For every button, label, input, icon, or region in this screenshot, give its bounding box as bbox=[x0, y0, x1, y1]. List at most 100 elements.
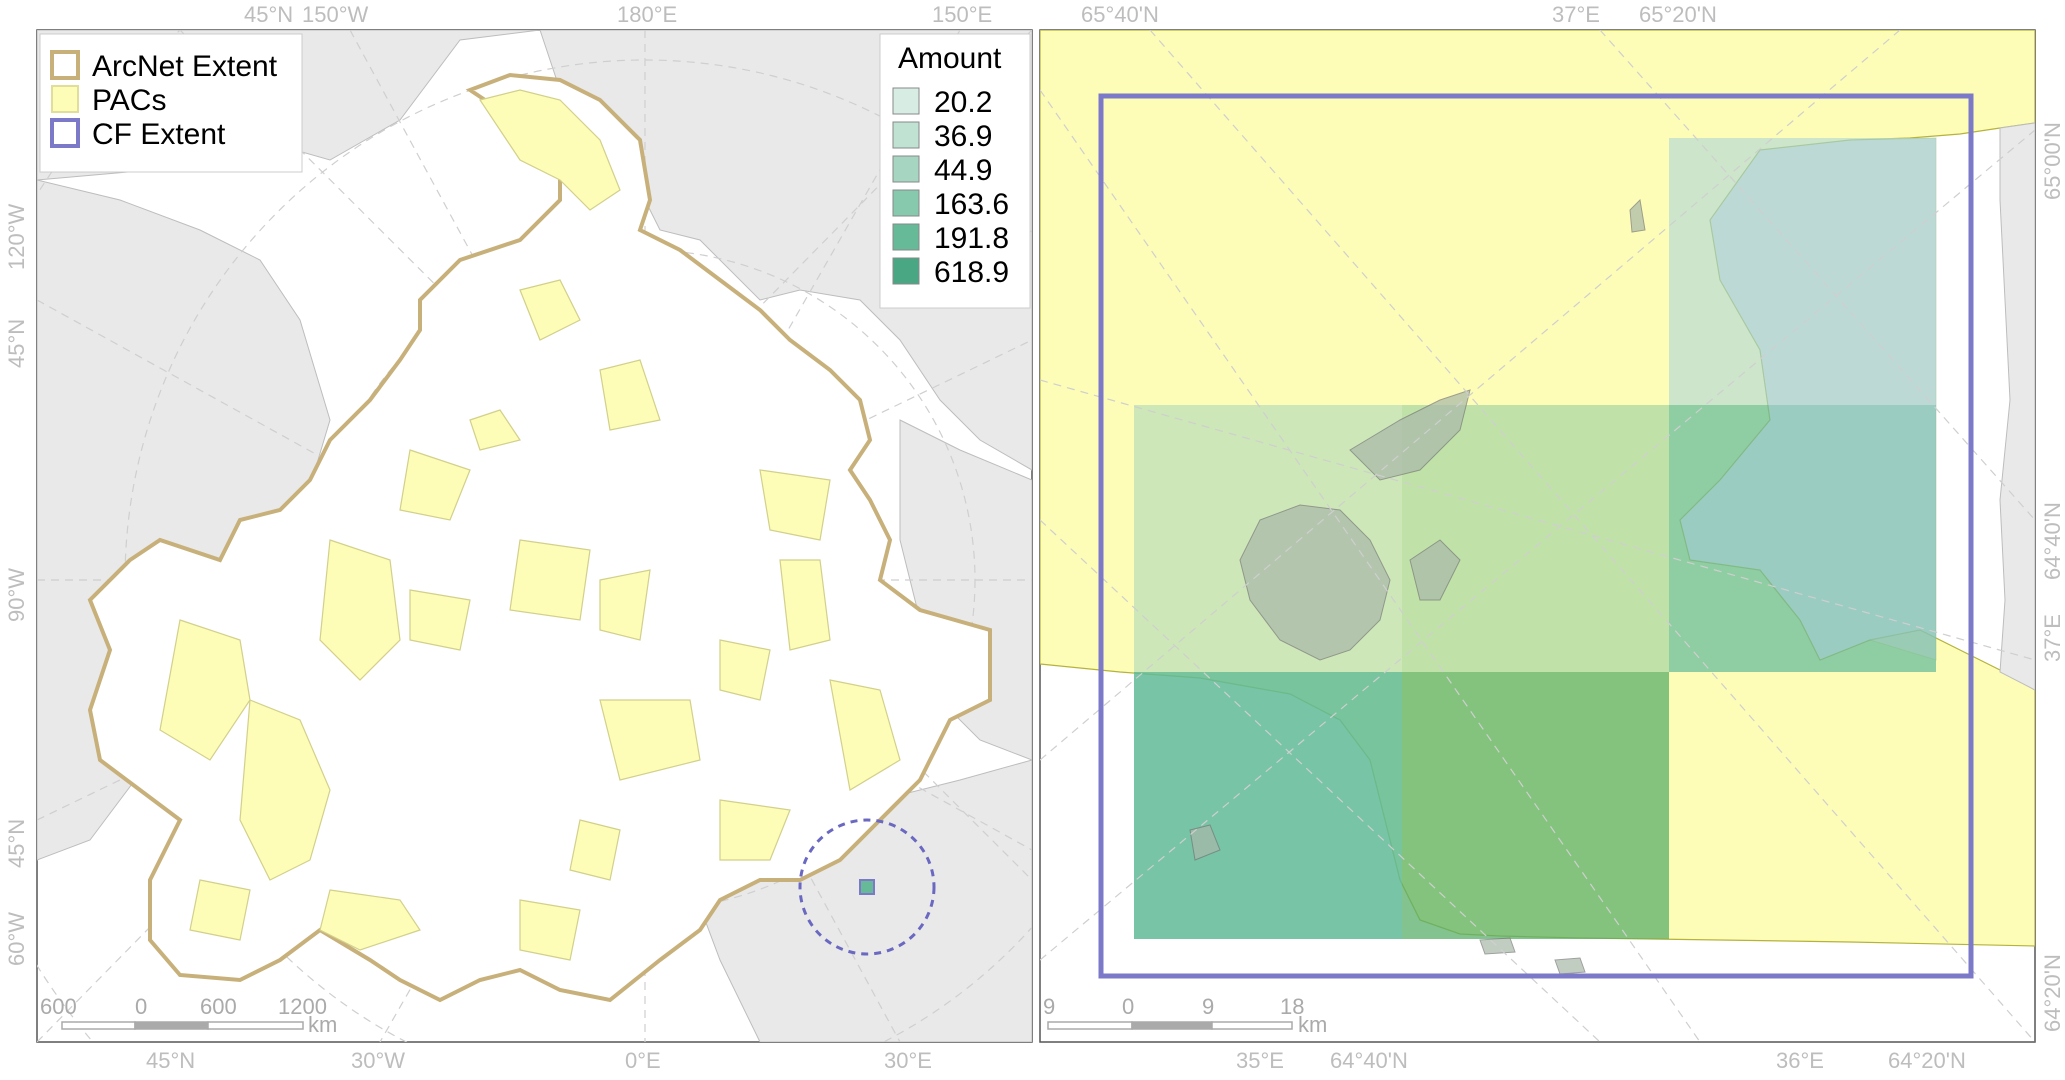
pac-polygon bbox=[509, 539, 591, 621]
pac-polygon bbox=[599, 569, 651, 641]
left-bottom-tick-3: 0°E bbox=[625, 1048, 661, 1073]
right-top-tick-2: 37°E bbox=[1552, 2, 1600, 27]
pac-polygon bbox=[409, 589, 471, 651]
pac-polygon bbox=[399, 449, 471, 521]
left-map: ArcNet Extent PACs CF Extent Amount 20.2… bbox=[4, 2, 1033, 1073]
pac-polygon bbox=[239, 699, 331, 881]
amount-swatch-4 bbox=[892, 189, 920, 217]
right-bottom-tick-4: 64°20'N bbox=[1888, 1048, 1966, 1073]
pac-polygon bbox=[599, 699, 701, 781]
amount-legend: Amount 20.2 36.9 44.9 163.6 191.8 618.9 bbox=[879, 33, 1031, 309]
left-left-tick-1: 120°W bbox=[4, 203, 29, 270]
island-polygon bbox=[1349, 389, 1471, 481]
right-top-tick-1: 65°40'N bbox=[1081, 2, 1159, 27]
left-left-tick-4: 45°N bbox=[4, 819, 29, 868]
pac-polygon bbox=[829, 679, 901, 791]
left-bottom-tick-1: 45°N bbox=[146, 1048, 195, 1073]
right-scale-label-2: 9 bbox=[1202, 994, 1214, 1019]
land-northeast bbox=[899, 419, 1032, 761]
left-top-tick-2: 150°W bbox=[302, 2, 369, 27]
right-map: 9 0 9 18 km 65°40'N 37°E 65°20'N 65°00'N… bbox=[1039, 2, 2065, 1073]
island-polygon bbox=[1239, 504, 1391, 661]
right-scale-label-0: 9 bbox=[1043, 994, 1055, 1019]
pac-polygon bbox=[719, 639, 771, 701]
amount-swatch-6 bbox=[892, 257, 920, 285]
legend-swatch-pacs bbox=[51, 85, 79, 113]
left-legend-box bbox=[39, 33, 303, 173]
amount-label-3: 44.9 bbox=[934, 154, 992, 187]
left-top-tick-4: 150°E bbox=[932, 2, 992, 27]
pac-polygon bbox=[779, 559, 831, 651]
amount-label-1: 20.2 bbox=[934, 86, 992, 119]
right-bottom-tick-1: 35°E bbox=[1236, 1048, 1284, 1073]
amount-swatch-1 bbox=[892, 87, 920, 115]
grid-cell bbox=[1134, 672, 1402, 939]
grid-cell bbox=[1669, 405, 1936, 672]
right-scale-label-3: 18 bbox=[1280, 994, 1304, 1019]
pac-polygon bbox=[599, 359, 661, 431]
amount-swatch-5 bbox=[892, 223, 920, 251]
left-ticks: 45°N 150°W 180°E 150°E 120°W 45°N 90°W 4… bbox=[4, 2, 992, 1073]
bay-water bbox=[1679, 137, 1937, 661]
pac-polygon bbox=[759, 469, 831, 541]
right-right-tick-3: 37°E bbox=[2040, 614, 2065, 662]
pac-polygon bbox=[159, 619, 251, 761]
land-east bbox=[1999, 122, 2035, 691]
right-graticule bbox=[1040, 30, 2035, 1042]
zoom-circle bbox=[798, 818, 936, 956]
right-right-tick-2: 64°40'N bbox=[2040, 502, 2065, 580]
amount-legend-title: Amount bbox=[898, 42, 1002, 75]
left-scale-bar: 600 0 600 1200 km bbox=[40, 994, 337, 1037]
right-right-tick-4: 64°20'N bbox=[2040, 954, 2065, 1032]
grid-cell bbox=[1402, 405, 1669, 672]
island-polygon bbox=[1409, 539, 1461, 601]
right-scale-label-1: 0 bbox=[1122, 994, 1134, 1019]
right-right-tick-1: 65°00'N bbox=[2040, 122, 2065, 200]
pac-polygon bbox=[319, 889, 421, 951]
legend-swatch-arcnet bbox=[50, 50, 80, 80]
island-polygon bbox=[1629, 198, 1646, 233]
left-left-tick-3: 90°W bbox=[4, 568, 29, 622]
left-legend: ArcNet Extent PACs CF Extent bbox=[39, 33, 303, 173]
right-bottom-tick-3: 36°E bbox=[1776, 1048, 1824, 1073]
pac-polygon bbox=[319, 539, 401, 681]
left-top-tick-1: 45°N bbox=[244, 2, 293, 27]
pac-polygon bbox=[189, 879, 251, 941]
left-scale-label-2: 600 bbox=[200, 994, 237, 1019]
amount-label-4: 163.6 bbox=[934, 188, 1009, 221]
right-scale-unit: km bbox=[1298, 1012, 1327, 1037]
left-top-tick-3: 180°E bbox=[617, 2, 677, 27]
island-polygon bbox=[1189, 824, 1221, 861]
cf-extent-marker bbox=[859, 879, 875, 895]
amount-label-5: 191.8 bbox=[934, 222, 1009, 255]
island-polygon bbox=[1479, 937, 1516, 955]
left-left-tick-2: 45°N bbox=[4, 319, 29, 368]
right-ticks: 65°40'N 37°E 65°20'N 65°00'N 64°40'N 37°… bbox=[1081, 2, 2065, 1073]
right-scale-bar: 9 0 9 18 km bbox=[1043, 994, 1327, 1037]
left-scale-label-0: 600 bbox=[40, 994, 77, 1019]
amount-swatch-2 bbox=[892, 121, 920, 149]
pac-polygon bbox=[479, 89, 621, 211]
cf-extent-rectangle bbox=[1098, 93, 1974, 979]
right-bottom-tick-2: 64°40'N bbox=[1330, 1048, 1408, 1073]
pac-polygon bbox=[569, 819, 621, 881]
left-scale-label-3: 1200 bbox=[278, 994, 327, 1019]
pacs bbox=[159, 89, 901, 961]
left-scale-unit: km bbox=[308, 1012, 337, 1037]
legend-label-pacs: PACs bbox=[92, 84, 166, 117]
amount-label-6: 618.9 bbox=[934, 256, 1009, 289]
left-bottom-tick-4: 30°E bbox=[884, 1048, 932, 1073]
legend-swatch-cf bbox=[50, 118, 80, 148]
pac-polygon bbox=[519, 899, 581, 961]
left-left-tick-5: 60°W bbox=[4, 912, 29, 966]
pac-polygon bbox=[519, 279, 581, 341]
amount-swatch-3 bbox=[892, 155, 920, 183]
islands bbox=[1189, 198, 1646, 975]
legend-label-arcnet: ArcNet Extent bbox=[92, 50, 278, 83]
legend-label-cf: CF Extent bbox=[92, 118, 226, 151]
island-polygon bbox=[1554, 957, 1586, 975]
right-top-tick-3: 65°20'N bbox=[1639, 2, 1717, 27]
amount-label-2: 36.9 bbox=[934, 120, 992, 153]
